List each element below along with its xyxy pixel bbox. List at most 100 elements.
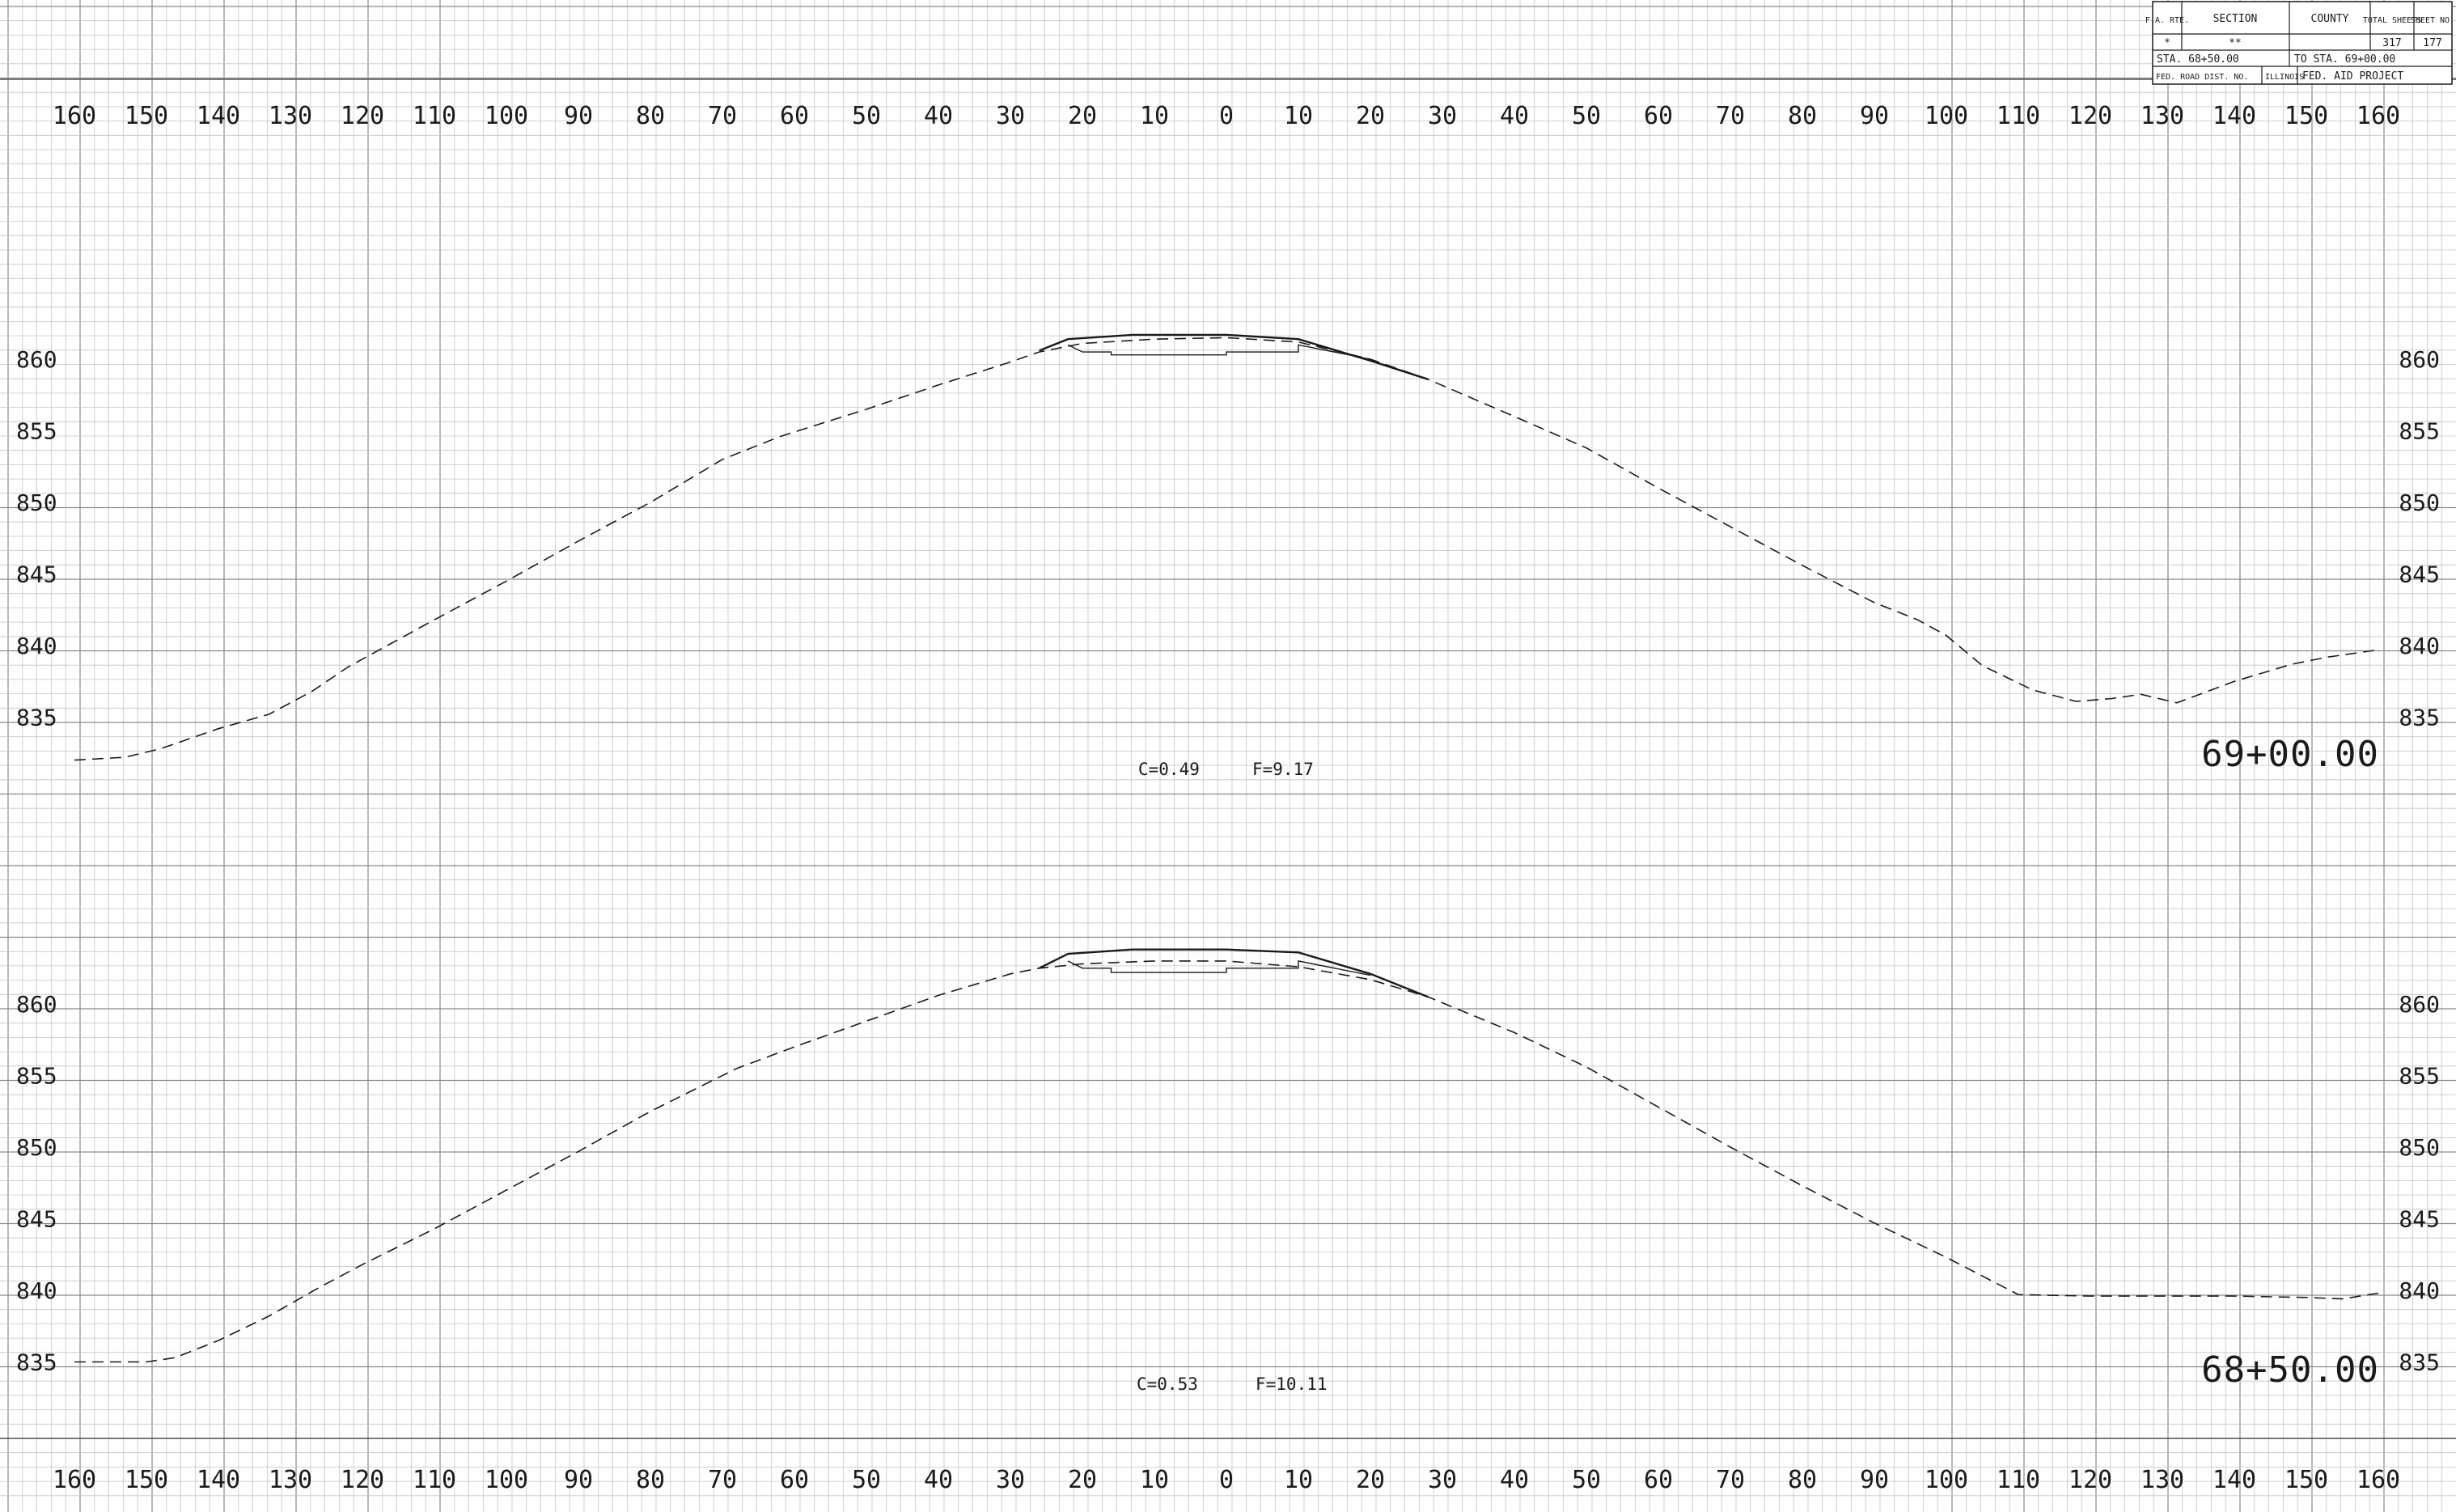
elevation-label: 835 — [2399, 705, 2440, 731]
offset-tick-label: 20 — [1356, 102, 1385, 130]
offset-tick-label: 140 — [197, 1466, 240, 1494]
offset-tick-label: 110 — [1997, 1466, 2040, 1494]
offset-tick-label: 160 — [53, 1466, 96, 1494]
offset-tick-label: 10 — [1284, 102, 1313, 130]
offset-tick-label: 40 — [1500, 102, 1529, 130]
elevation-label: 845 — [16, 561, 57, 588]
offset-tick-label: 100 — [485, 102, 528, 130]
county-label: COUNTY — [2311, 13, 2349, 25]
offset-tick-label: 100 — [1925, 102, 1968, 130]
elevation-labels-left: 860 855 850 845 840 835 — [16, 991, 57, 1376]
offset-scale-bottom: 160 150 140 130 120 110 100 90 80 70 60 50 40 30 20 10 0… — [53, 1466, 2400, 1494]
elevation-label: 855 — [2399, 418, 2440, 445]
offset-tick-label: 20 — [1068, 102, 1097, 130]
fed-road-dist: FED. ROAD DIST. NO. — [2156, 73, 2248, 82]
offset-tick-label: 40 — [924, 1466, 953, 1494]
proposed-surface-line — [1039, 948, 1429, 998]
fa-rte-value: * — [2164, 37, 2170, 49]
offset-tick-label: 70 — [708, 102, 737, 130]
offset-tick-label: 20 — [1068, 1466, 1097, 1494]
offset-tick-label: 110 — [413, 1466, 456, 1494]
pavement-bottom-line — [1067, 344, 1371, 360]
offset-tick-label: 150 — [2285, 1466, 2328, 1494]
fill-label: F=9.17 — [1252, 760, 1314, 779]
elevation-label: 835 — [16, 705, 57, 731]
offset-tick-label: 60 — [780, 1466, 809, 1494]
elevation-label: 855 — [16, 418, 57, 445]
offset-tick-label: 140 — [2213, 1466, 2256, 1494]
elevation-label: 850 — [2399, 1134, 2440, 1161]
offset-tick-label: 20 — [1356, 1466, 1385, 1494]
total-sheets-label: TOTAL SHEETS — [2363, 16, 2421, 25]
offset-tick-label: 110 — [1997, 102, 2040, 130]
offset-tick-label: 30 — [1428, 1466, 1457, 1494]
elevation-label: 840 — [2399, 633, 2440, 659]
offset-tick-label: 50 — [852, 102, 881, 130]
offset-tick-label: 0 — [1219, 102, 1234, 130]
offset-tick-label: 40 — [1500, 1466, 1529, 1494]
offset-tick-label: 90 — [1860, 1466, 1889, 1494]
elevation-label: 845 — [16, 1206, 57, 1233]
offset-tick-label: 80 — [636, 102, 665, 130]
pavement-bottom-line — [1067, 960, 1371, 976]
offset-tick-label: 80 — [636, 1466, 665, 1494]
offset-tick-label: 80 — [1788, 102, 1817, 130]
offset-tick-label: 90 — [564, 1466, 593, 1494]
offset-tick-label: 60 — [1644, 1466, 1673, 1494]
offset-tick-label: 120 — [341, 1466, 384, 1494]
offset-tick-label: 120 — [341, 102, 384, 130]
offset-tick-label: 60 — [1644, 102, 1673, 130]
offset-tick-label: 160 — [2356, 102, 2400, 130]
offset-tick-label: 40 — [924, 102, 953, 130]
offset-tick-label: 70 — [1716, 1466, 1745, 1494]
offset-tick-label: 150 — [125, 102, 168, 130]
fill-label: F=10.11 — [1256, 1374, 1328, 1394]
offset-tick-label: 100 — [485, 1466, 528, 1494]
cross-section-station-68+50.00: 860 855 850 845 840 835 860 855 850 845 840 835 C=… — [16, 948, 2440, 1394]
station-label: 68+50.00 — [2201, 1349, 2379, 1391]
offset-tick-label: 80 — [1788, 1466, 1817, 1494]
elevation-labels-right: 860 855 850 845 840 835 — [2399, 991, 2440, 1376]
offset-tick-label: 50 — [852, 1466, 881, 1494]
elevation-label: 840 — [16, 633, 57, 659]
offset-tick-label: 50 — [1572, 102, 1601, 130]
offset-tick-label: 100 — [1925, 1466, 1968, 1494]
offset-tick-label: 150 — [125, 1466, 168, 1494]
elevation-label: 860 — [2399, 991, 2440, 1018]
offset-tick-label: 10 — [1284, 1466, 1313, 1494]
offset-tick-label: 70 — [1716, 102, 1745, 130]
offset-tick-label: 120 — [2069, 102, 2112, 130]
sheet-no-label: SHEET NO. — [2411, 16, 2454, 25]
elevation-label: 840 — [2399, 1277, 2440, 1304]
offset-tick-label: 130 — [2141, 102, 2184, 130]
elevation-label: 855 — [2399, 1063, 2440, 1090]
fa-rte-label: F.A. RTE. — [2145, 16, 2189, 25]
elevation-label: 850 — [2399, 489, 2440, 516]
offset-scale-top: 160 150 140 130 120 110 100 90 80 70 60 50 40 30 20 10 0… — [53, 102, 2400, 130]
section-value: ** — [2229, 37, 2242, 49]
elevation-label: 845 — [2399, 561, 2440, 588]
offset-tick-label: 30 — [996, 1466, 1025, 1494]
fed-aid-project: FED. AID PROJECT — [2302, 70, 2403, 83]
title-block: F.A. RTE. SECTION COUNTY TOTAL SHEETS SH… — [2145, 1, 2454, 85]
offset-tick-label: 50 — [1572, 1466, 1601, 1494]
offset-tick-label: 140 — [2213, 102, 2256, 130]
offset-tick-label: 0 — [1219, 1466, 1234, 1494]
elevation-label: 835 — [16, 1349, 57, 1376]
total-sheets-value: 317 — [2382, 37, 2401, 49]
offset-tick-label: 110 — [413, 102, 456, 130]
offset-tick-label: 140 — [197, 102, 240, 130]
offset-tick-label: 130 — [269, 1466, 312, 1494]
sheet-no-value: 177 — [2423, 37, 2441, 49]
offset-tick-label: 30 — [1428, 102, 1457, 130]
elevation-label: 855 — [16, 1063, 57, 1090]
elevation-label: 850 — [16, 489, 57, 516]
elevation-label: 860 — [16, 346, 57, 373]
offset-tick-label: 60 — [780, 102, 809, 130]
elevation-label: 860 — [16, 991, 57, 1018]
offset-tick-label: 10 — [1140, 102, 1169, 130]
proposed-surface-line — [1039, 333, 1429, 380]
offset-tick-label: 10 — [1140, 1466, 1169, 1494]
station-to: TO STA. 69+00.00 — [2294, 53, 2395, 66]
